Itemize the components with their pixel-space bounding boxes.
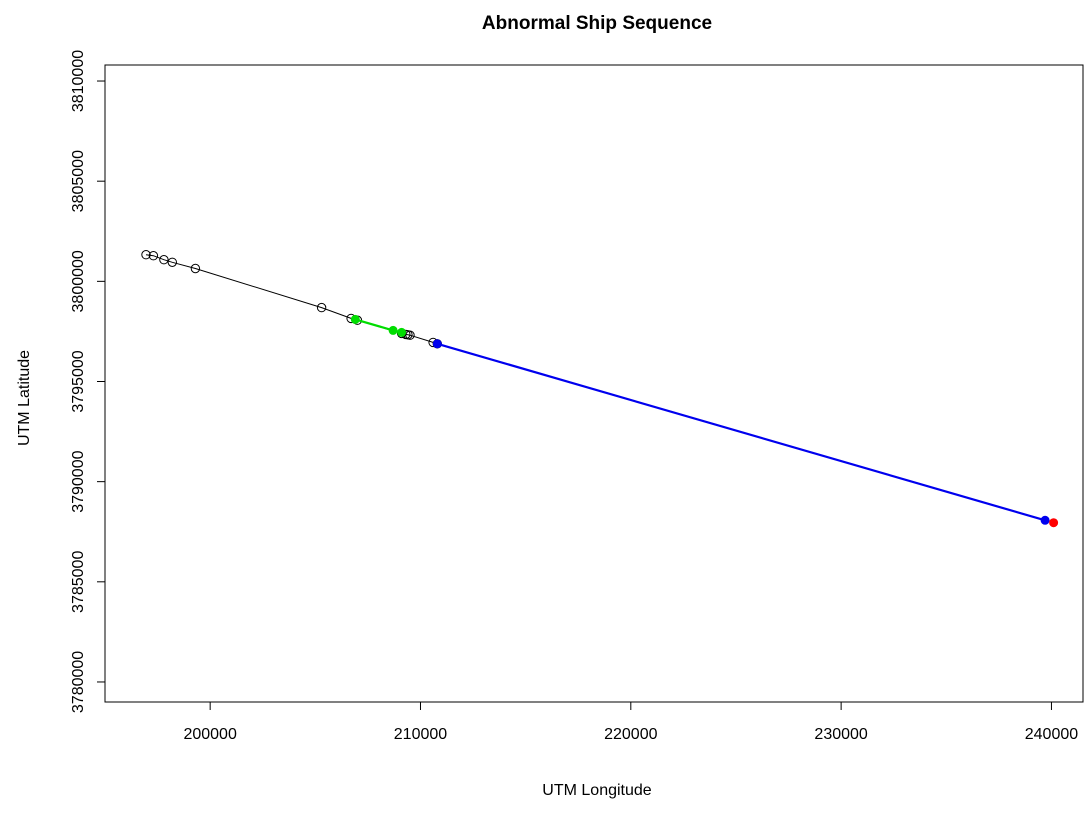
y-tick-label: 3800000 bbox=[70, 250, 87, 312]
y-axis-ticks: 3780000 3785000 3790000 3795000 3800000 38050… bbox=[70, 50, 105, 713]
x-axis-ticks: 200000 210000 220000 230000 240000 bbox=[183, 702, 1078, 743]
y-tick-label: 3805000 bbox=[70, 150, 87, 212]
data-point bbox=[316, 302, 327, 313]
series-layer bbox=[141, 250, 1059, 528]
data-point bbox=[388, 325, 398, 335]
series-green bbox=[350, 314, 407, 337]
data-point bbox=[190, 263, 201, 274]
data-point bbox=[167, 257, 178, 267]
series-blue bbox=[432, 339, 1050, 525]
data-point bbox=[350, 314, 360, 324]
series-line-blue bbox=[436, 342, 1046, 522]
data-point bbox=[432, 339, 442, 349]
chart-title: Abnormal Ship Sequence bbox=[482, 13, 712, 34]
data-point bbox=[405, 330, 415, 340]
y-tick-label: 3790000 bbox=[70, 450, 87, 512]
x-axis-label: UTM Longitude bbox=[542, 782, 651, 799]
y-tick-label: 3785000 bbox=[70, 551, 87, 613]
data-point bbox=[1040, 515, 1050, 525]
x-tick-label: 240000 bbox=[1025, 726, 1078, 743]
data-point bbox=[141, 250, 151, 260]
data-point bbox=[159, 255, 169, 265]
data-point bbox=[148, 251, 159, 261]
series-red bbox=[1049, 518, 1059, 528]
y-tick-label: 3780000 bbox=[70, 651, 87, 713]
x-tick-label: 210000 bbox=[394, 726, 447, 743]
data-point bbox=[1049, 518, 1059, 528]
y-axis-label: UTM Latitude bbox=[16, 350, 33, 446]
x-tick-label: 220000 bbox=[604, 726, 657, 743]
y-tick-label: 3795000 bbox=[70, 350, 87, 412]
plot-frame bbox=[104, 64, 1084, 703]
y-tick-label: 3810000 bbox=[70, 50, 87, 112]
data-point bbox=[397, 327, 407, 337]
x-tick-label: 200000 bbox=[183, 726, 236, 743]
series-black bbox=[141, 250, 442, 349]
x-tick-label: 230000 bbox=[814, 726, 867, 743]
